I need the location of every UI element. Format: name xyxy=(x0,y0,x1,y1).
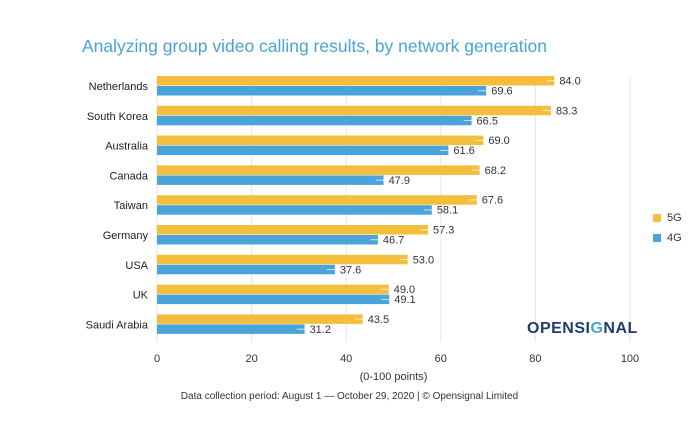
bar-5g xyxy=(157,105,552,116)
bar-5g xyxy=(157,225,429,235)
value-label-5g: 84.0 xyxy=(559,76,580,88)
bar-5g xyxy=(157,314,363,324)
value-label-5g: 83.3 xyxy=(556,105,577,117)
category-label: Netherlands xyxy=(89,81,149,93)
value-label-4g: 46.7 xyxy=(383,235,404,247)
value-label-5g: 68.2 xyxy=(485,165,506,177)
bar-5g xyxy=(157,254,408,265)
legend-item-4g: 4G xyxy=(653,232,682,244)
bar-4g xyxy=(157,294,390,305)
legend-label-5g: 5G xyxy=(667,212,682,224)
x-tick-label: 60 xyxy=(435,353,447,365)
category-label: Germany xyxy=(103,230,149,242)
x-tick-label: 20 xyxy=(245,353,257,365)
category-label: UK xyxy=(133,290,149,302)
x-axis-label: (0-100 points) xyxy=(360,371,428,383)
bar-5g xyxy=(157,284,389,295)
value-label-4g: 49.1 xyxy=(394,294,415,306)
opensignal-logo: OPENSIGNAL xyxy=(527,320,638,337)
value-label-4g: 66.5 xyxy=(477,115,498,127)
x-tick-label: 40 xyxy=(340,353,352,365)
labels: 0 20 40 60 80 100 (0-100 points) Netherlands 84.… xyxy=(86,76,640,384)
category-label: Australia xyxy=(105,141,149,153)
value-label-4g: 58.1 xyxy=(437,205,458,217)
value-label-4g: 47.9 xyxy=(389,175,410,187)
category-label: Saudi Arabia xyxy=(86,319,149,331)
value-label-5g: 67.6 xyxy=(482,195,503,207)
legend-swatch-4g xyxy=(653,234,661,242)
value-label-5g: 53.0 xyxy=(413,254,434,266)
value-label-4g: 61.6 xyxy=(453,145,474,157)
bar-4g xyxy=(157,115,472,126)
legend-label-4g: 4G xyxy=(667,232,682,244)
bar-4g xyxy=(157,235,378,245)
x-tick-label: 100 xyxy=(621,353,639,365)
x-tick-label: 80 xyxy=(529,353,541,365)
category-label: Taiwan xyxy=(114,200,148,212)
value-label-5g: 69.0 xyxy=(488,135,509,147)
chart-title: Analyzing group video calling results, b… xyxy=(82,36,547,56)
bar-4g xyxy=(157,264,335,275)
value-label-5g: 43.5 xyxy=(368,314,389,326)
bar-4g xyxy=(157,145,449,156)
legend-swatch-5g xyxy=(653,214,661,222)
legend-item-5g: 5G xyxy=(653,212,682,224)
value-label-5g: 49.0 xyxy=(394,284,415,296)
value-label-4g: 31.2 xyxy=(310,324,331,336)
value-label-5g: 57.3 xyxy=(433,225,454,237)
bar-5g xyxy=(157,76,555,86)
footnote: Data collection period: August 1 — Octob… xyxy=(180,391,519,402)
bar-5g xyxy=(157,165,480,175)
value-label-4g: 37.6 xyxy=(340,264,361,276)
bar-4g xyxy=(157,175,384,185)
bars xyxy=(157,76,556,334)
value-label-4g: 69.6 xyxy=(491,86,512,98)
bar-4g xyxy=(157,324,305,334)
bar-5g xyxy=(157,195,477,205)
category-label: USA xyxy=(125,260,148,272)
category-label: Canada xyxy=(109,170,148,182)
bar-5g xyxy=(157,135,484,146)
category-label: South Korea xyxy=(87,111,149,123)
bar-4g xyxy=(157,205,432,215)
bar-4g xyxy=(157,86,487,96)
x-tick-label: 0 xyxy=(154,353,160,365)
